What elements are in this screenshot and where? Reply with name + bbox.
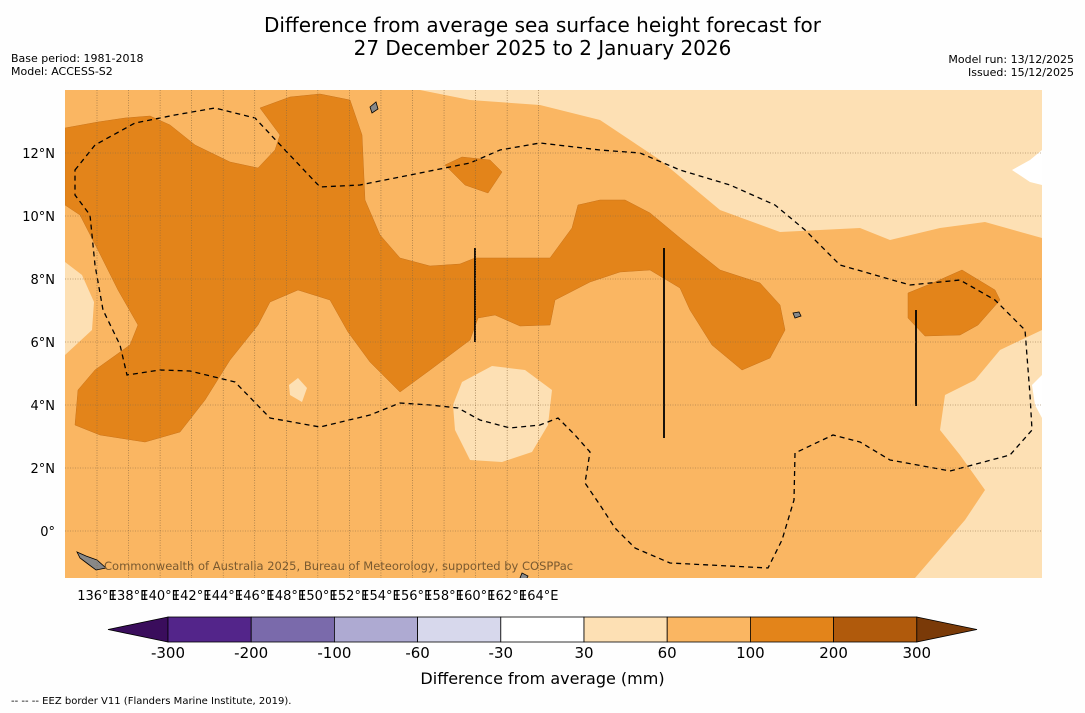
watermark: Commonwealth of Australia 2025, Bureau o…	[104, 559, 573, 573]
lat-label: 0°	[40, 525, 55, 540]
colorbar-segment	[333, 616, 418, 643]
colorbar-extend-high	[916, 616, 978, 643]
colorbar-segment	[833, 616, 918, 643]
lon-label: 144°E	[203, 589, 243, 604]
issued-date: Issued: 15/12/2025	[967, 66, 1074, 79]
lat-label: 12°N	[22, 147, 55, 162]
island-south	[519, 572, 529, 578]
colorbar-tick: 30	[574, 644, 593, 662]
lon-label: 152°E	[330, 589, 370, 604]
model-name: Model: ACCESS-S2	[11, 65, 113, 78]
eez-footnote: -- -- -- EEZ border V11 (Flanders Marine…	[11, 696, 292, 707]
colorbar-segment	[583, 616, 668, 643]
lon-label: 142°E	[172, 589, 212, 604]
colorbar-segment	[417, 616, 502, 643]
band-100-200-main	[65, 93, 786, 443]
map-field	[65, 90, 1042, 578]
colorbar-tick: 100	[736, 644, 765, 662]
eez-border	[74, 107, 1033, 569]
colorbar-tick: 200	[819, 644, 848, 662]
colorbar-tick: -60	[405, 644, 430, 662]
colorbar-segment	[167, 616, 252, 643]
colorbar	[107, 616, 978, 643]
colorbar-tick: -200	[234, 644, 268, 662]
meta-right: Model run: 13/12/2025 Issued: 15/12/2025	[948, 53, 1074, 79]
colorbar-tick: -300	[151, 644, 185, 662]
lon-label: 158°E	[424, 589, 464, 604]
lat-label: 4°N	[31, 399, 56, 414]
lat-label: 6°N	[31, 336, 56, 351]
lon-label: 154°E	[361, 589, 401, 604]
grid-lines	[65, 90, 1042, 578]
title-line-2: 27 December 2025 to 2 January 2026	[353, 36, 732, 60]
band-below-30-east	[1012, 150, 1042, 185]
meta-left: Base period: 1981-2018 Model: ACCESS-S2	[11, 52, 143, 78]
band-30-60-small	[289, 378, 307, 402]
colorbar-segment	[250, 616, 335, 643]
colorbar-tick: 60	[658, 644, 677, 662]
map-title: Difference from average sea surface heig…	[0, 14, 1085, 60]
lon-label: 156°E	[393, 589, 433, 604]
lon-label: 136°E	[77, 589, 117, 604]
lat-label: 2°N	[31, 462, 56, 477]
colorbar-segment	[666, 616, 751, 643]
lon-label: 160°E	[456, 589, 496, 604]
band-30-60-northeast	[420, 90, 1042, 240]
longitude-labels: 136°E138°E140°E142°E144°E146°E148°E150°E…	[77, 589, 558, 604]
lon-label: 138°E	[109, 589, 149, 604]
lon-label: 148°E	[267, 589, 307, 604]
colorbar-tick: -30	[489, 644, 514, 662]
lon-label: 162°E	[487, 589, 527, 604]
lat-label: 10°N	[22, 210, 55, 225]
colorbar-tick: 300	[902, 644, 931, 662]
lon-label: 140°E	[140, 589, 180, 604]
model-run: Model run: 13/12/2025	[948, 53, 1074, 66]
lon-label: 146°E	[235, 589, 275, 604]
title-line-1: Difference from average sea surface heig…	[263, 13, 822, 37]
island-solomons	[76, 551, 107, 571]
base-period: Base period: 1981-2018	[11, 52, 144, 65]
island-east	[792, 311, 802, 319]
colorbar-extend-low	[107, 616, 169, 643]
island-north	[369, 101, 379, 114]
colorbar-label: Difference from average (mm)	[420, 669, 665, 688]
band-30-60-west	[65, 262, 94, 355]
band-below-30-east-2	[1032, 375, 1042, 418]
colorbar-tick: -100	[317, 644, 351, 662]
band-30-60-equator	[453, 366, 552, 462]
band-30-60-east	[915, 330, 1042, 578]
lon-label: 164°E	[519, 589, 559, 604]
band-100-200-patch	[444, 156, 503, 194]
colorbar-segment	[750, 616, 835, 643]
latitude-labels: 12°N 10°N 8°N 6°N 4°N 2°N 0°	[22, 147, 55, 540]
lat-label: 8°N	[31, 273, 56, 288]
lon-label: 150°E	[298, 589, 338, 604]
colorbar-tick-labels: -300 -200 -100 -60 -30 30 60 100 200 300	[151, 644, 931, 662]
colorbar-segment	[500, 616, 585, 643]
